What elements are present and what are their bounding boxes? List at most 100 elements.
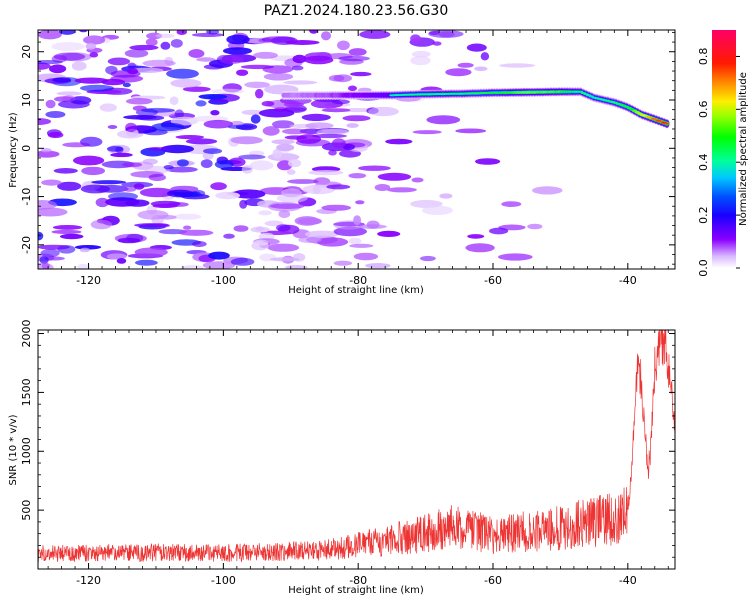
spectrogram-noise-blob [283, 102, 304, 107]
snr-line-layer [38, 330, 675, 563]
spectrogram-noise-blob [411, 50, 431, 58]
spectrogram-noise-blob [349, 243, 374, 248]
spectrogram-noise-blob [385, 138, 413, 145]
spectrogram-noise-blob [239, 199, 248, 209]
spectrogram-noise-blob [41, 179, 62, 186]
spectrogram-noise-blob [45, 111, 66, 118]
spectrogram-noise-blob [139, 187, 175, 198]
spectrogram-noise-blob [125, 98, 153, 105]
spectrogram-noise-blob [90, 219, 113, 230]
spectrogram-noise-blob [130, 67, 164, 73]
spectrogram-noise-blob [53, 52, 86, 61]
spectrogram-noise-blob [78, 30, 88, 33]
spectrogram-noise-blob [203, 148, 223, 155]
spectrogram-noise-blob [420, 255, 436, 262]
spectrogram-noise-blob [304, 55, 334, 65]
spectrogram-noise-blob [169, 96, 179, 105]
snr-x-ticks: -120 -100 -80 -60 -40 [47, 330, 669, 587]
spectrogram-noise-blob [236, 69, 249, 76]
spectrogram-noise-blob [195, 100, 207, 107]
spectrogram-noise-blob [411, 177, 424, 183]
spectrogram-noise-blob [305, 230, 339, 238]
spectrogram-noise-blob [267, 243, 300, 252]
spectrogram-ridge-cell [629, 108, 635, 111]
spectrogram-noise-blob [272, 120, 295, 129]
colorbar-tick-label: 0.6 [697, 101, 710, 119]
spectrogram-noise-blob [95, 197, 110, 208]
spectrogram-noise-blob [282, 107, 307, 112]
spectrogram-noise-blob [532, 186, 563, 195]
spectrogram-noise-blob [196, 57, 216, 62]
x-tick-label: -40 [619, 274, 637, 287]
spectrogram-noise-blob [219, 55, 244, 65]
spectrogram-noise-blob [305, 122, 334, 129]
spectrogram-noise-blob [386, 187, 417, 193]
y-tick-label: 0 [20, 145, 33, 152]
spectrogram-noise-blob [331, 99, 350, 105]
spectrogram-noise-blob [38, 60, 63, 65]
spectrogram-noise-blob [107, 57, 131, 66]
spectrogram-noise-blob [258, 210, 272, 216]
spectrogram-noise-blob [214, 160, 234, 169]
spectrogram-noise-blob [182, 86, 211, 92]
spectrogram-noise-blob [276, 224, 291, 232]
spectrogram-noise-blob [71, 61, 87, 71]
spectrogram-noise-blob [232, 189, 266, 199]
spectrogram-noise-blob [501, 201, 522, 208]
snr-background [38, 330, 675, 569]
spectrogram-noise-blob [188, 49, 205, 58]
spectrogram-noise-blob [426, 115, 461, 125]
spectrogram-noise-blob [215, 191, 241, 200]
spectrogram-noise-blob [295, 139, 331, 147]
colorbar-ticks: 0.0 0.2 0.4 0.6 0.8 [697, 48, 740, 277]
y-tick-label: -20 [20, 236, 33, 254]
spectrogram-noise-blob [263, 72, 294, 81]
spectrogram-noise-blob [74, 77, 109, 84]
spectrogram-noise-blob [340, 108, 376, 113]
y-tick-label: 1000 [20, 437, 33, 465]
spectrogram-noise-blob [255, 88, 264, 99]
spectrogram-x-ticks: -120 -100 -80 -60 -40 [47, 30, 669, 287]
spectrogram-noise-blob [262, 126, 280, 136]
spectrogram-noise-blob [38, 207, 68, 217]
y-tick-label: 2000 [20, 320, 33, 348]
spectrogram-noise-blob [166, 189, 194, 198]
spectrogram-noise-blob [326, 184, 351, 190]
spectrogram-noise-blob [146, 32, 163, 40]
spectrogram-noise-blob [57, 181, 82, 191]
spectrogram-noise-blob [117, 237, 141, 244]
x-tick-label: -60 [484, 574, 502, 587]
spectrogram-noise-blob [410, 55, 431, 66]
spectrogram-noise-blob [210, 182, 227, 191]
spectrogram-noise-blob [47, 131, 64, 139]
spectrogram-noise-blob [316, 128, 350, 135]
spectrogram-noise-blob [40, 249, 60, 258]
spectrogram-noise-blob [80, 84, 115, 92]
spectrogram-noise-blob [311, 133, 348, 139]
spectrogram-noise-blob [359, 30, 391, 39]
spectrogram-noise-blob [342, 143, 355, 151]
spectrogram-noise-blob [321, 31, 331, 41]
spectrogram-noise-blob [333, 220, 365, 230]
spectrogram-noise-blob [137, 210, 169, 220]
spectrogram-noise-blob [316, 237, 349, 247]
colorbar-label: Normalized spectral amplitude [738, 72, 749, 226]
spectrogram-noise-blob [176, 30, 188, 35]
spectrogram-ridge-cell [626, 107, 632, 109]
spectrogram-noise-blob [160, 41, 171, 50]
spectrogram-noise-blob [122, 82, 131, 88]
spectrogram-noise-blob [110, 152, 133, 158]
spectrogram-noise-blob [210, 88, 245, 95]
snr-y-ticks: 500 1000 1500 2000 [20, 320, 675, 558]
spectrogram-noise-blob [253, 239, 269, 246]
spectrogram-noise-blob [141, 107, 175, 113]
spectrogram-noise-blob [39, 256, 49, 264]
x-tick-label: -80 [349, 574, 367, 587]
spectrogram-noise-blob [38, 150, 60, 158]
spectrogram-noise-blob [210, 110, 220, 116]
x-tick-label: -100 [211, 274, 236, 287]
spectrogram-noise-blob [142, 59, 176, 67]
spectrogram-noise-blob [333, 74, 352, 83]
spectrogram-noise-blob [208, 251, 230, 260]
